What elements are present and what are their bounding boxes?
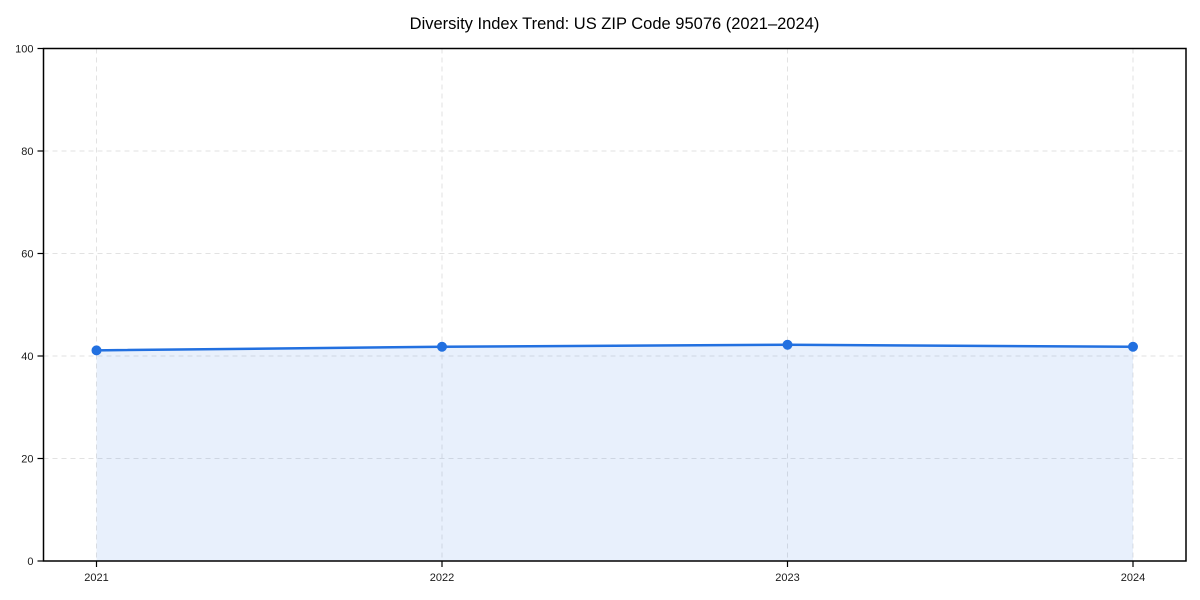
- y-tick-label: 60: [21, 249, 33, 261]
- y-tick-label: 80: [21, 146, 33, 158]
- x-tick-label: 2021: [84, 572, 108, 584]
- y-tick-label: 40: [21, 351, 33, 363]
- data-point-2022: [437, 341, 447, 352]
- area-fill: [96, 344, 1133, 561]
- y-tick-label: 0: [27, 556, 33, 568]
- data-point-2021: [91, 345, 102, 356]
- y-tick-label: 100: [15, 44, 33, 56]
- plot-border: [42, 47, 1187, 562]
- data-point-2024: [1128, 341, 1138, 352]
- trend-line: [95, 343, 1135, 352]
- x-tick-label: 2024: [1121, 572, 1145, 584]
- chart-title: Diversity Index Trend: US ZIP Code 95076…: [409, 15, 820, 33]
- data-point-2023: [782, 339, 793, 350]
- x-tick-label: 2022: [430, 572, 454, 584]
- y-tick-label: 20: [21, 454, 33, 466]
- x-tick-label: 2023: [775, 572, 799, 584]
